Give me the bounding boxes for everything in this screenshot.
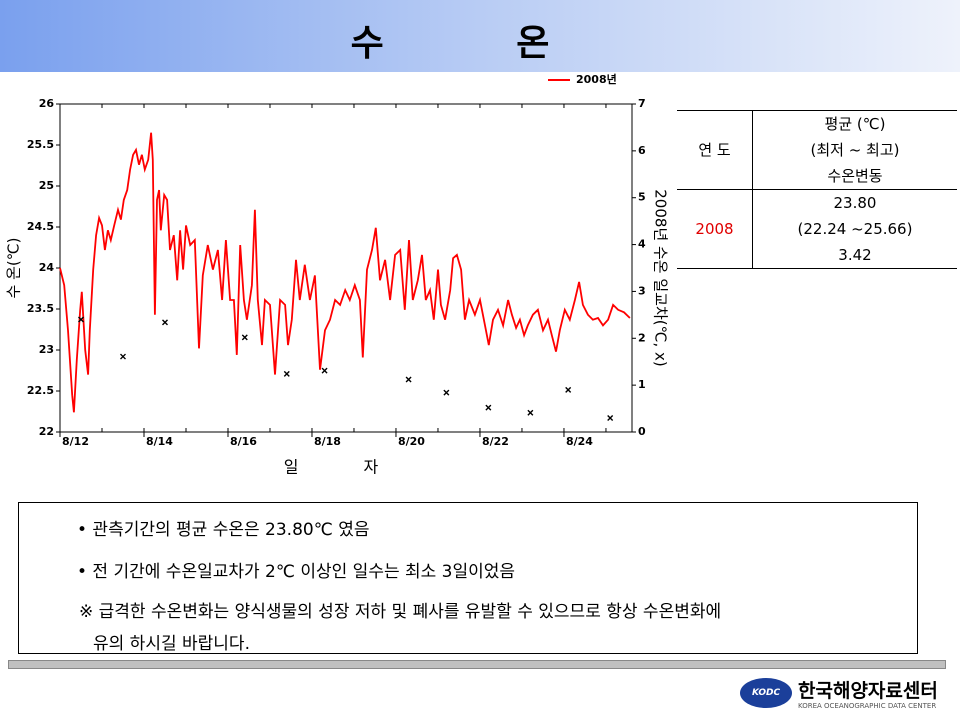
y-tick-label: 22 xyxy=(39,425,54,438)
chart: 8/12 8/14 8/16 8/18 8/20 8/22 8/242222.52323.5… xyxy=(5,72,670,477)
value-line: 3.42 xyxy=(838,246,872,264)
y2-tick-label: 4 xyxy=(638,238,646,251)
y2-tick-label: 2 xyxy=(638,331,646,344)
notes-box: • 관측기간의 평균 수온은 23.80℃ 였음 • 전 기간에 수온일교차가 … xyxy=(18,502,918,654)
logo-name: 한국해양자료센터 xyxy=(798,680,938,702)
header-line: 수온변동 xyxy=(827,167,883,185)
range-marker xyxy=(443,389,450,396)
logo-subtitle: KOREA OCEANOGRAPHIC DATA CENTER xyxy=(798,702,937,710)
header-cell: 평균 (℃) (최저 ~ 최고) 수온변동 xyxy=(752,110,957,190)
legend-label: 2008년 xyxy=(576,72,617,86)
y2-axis-label: 2008년 수온 일교차(℃, x) xyxy=(652,189,670,366)
y-tick-label: 23 xyxy=(39,343,54,356)
plot-frame xyxy=(59,103,633,433)
range-marker xyxy=(161,319,168,326)
header-cell: 연 도 xyxy=(677,110,753,190)
header-line: (최저 ~ 최고) xyxy=(810,141,900,159)
x-tick-label: 8/18 xyxy=(314,435,341,448)
note: 유의 하시길 바랍니다. xyxy=(93,634,250,654)
x-tick-label: 8/12 xyxy=(62,435,89,448)
range-marker xyxy=(565,386,572,393)
y-tick-label: 24.5 xyxy=(27,220,54,233)
note: • 관측기간의 평균 수온은 23.80℃ 였음 xyxy=(77,520,370,540)
y-tick-label: 22.5 xyxy=(27,384,54,397)
range-marker xyxy=(321,367,328,374)
y-tick-label: 25.5 xyxy=(27,138,54,151)
range-marker xyxy=(283,370,290,377)
divider xyxy=(8,660,946,669)
logo: KODC 한국해양자료센터 KOREA OCEANOGRAPHIC DATA C… xyxy=(738,672,953,718)
range-marker xyxy=(120,353,126,360)
x-axis-label: 일 자 xyxy=(284,458,409,477)
logo-mark: KODC xyxy=(740,678,792,708)
range-marker xyxy=(78,316,84,323)
x-tick-label: 8/22 xyxy=(482,435,509,448)
y-tick-label: 24 xyxy=(39,261,55,274)
y-tick-label: 23.5 xyxy=(27,302,54,315)
x-tick-label: 8/24 xyxy=(566,435,593,448)
x-tick-label: 8/14 xyxy=(146,435,173,448)
year-cell: 2008 xyxy=(677,189,753,269)
page-title: 수 온 xyxy=(350,23,610,64)
y2-tick-label: 3 xyxy=(638,284,646,297)
range-marker xyxy=(607,414,614,421)
x-tick-label: 8/16 xyxy=(230,435,257,448)
banner: 수 온 xyxy=(0,0,960,72)
note: • 전 기간에 수온일교차가 2℃ 이상인 일수는 최소 3일이었음 xyxy=(77,562,516,582)
x-tick-label: 8/20 xyxy=(398,435,425,448)
summary-table: 연 도 평균 (℃) (최저 ~ 최고) 수온변동 2008 23.80 (22.24… xyxy=(677,110,957,269)
y2-tick-label: 0 xyxy=(638,425,646,438)
y-axis-label: 수 온(℃) xyxy=(5,238,23,299)
y-tick-label: 26 xyxy=(39,97,55,110)
y2-tick-label: 1 xyxy=(638,378,646,391)
value-line: (22.24 ~25.66) xyxy=(797,220,913,238)
range-marker xyxy=(405,376,412,383)
value-cell: 23.80 (22.24 ~25.66) 3.42 xyxy=(752,189,957,269)
header-line: 평균 (℃) xyxy=(824,115,886,133)
y-tick-label: 25 xyxy=(39,179,54,192)
range-marker xyxy=(241,334,248,341)
y2-tick-label: 7 xyxy=(638,97,646,110)
temperature-line xyxy=(59,132,631,413)
range-marker xyxy=(485,404,492,411)
y2-tick-label: 5 xyxy=(638,191,646,204)
range-marker xyxy=(527,409,534,416)
note: ※ 급격한 수온변화는 양식생물의 성장 저하 및 폐사를 유발할 수 있으므로… xyxy=(79,602,722,622)
value-line: 23.80 xyxy=(833,194,877,212)
y2-tick-label: 6 xyxy=(638,144,646,157)
